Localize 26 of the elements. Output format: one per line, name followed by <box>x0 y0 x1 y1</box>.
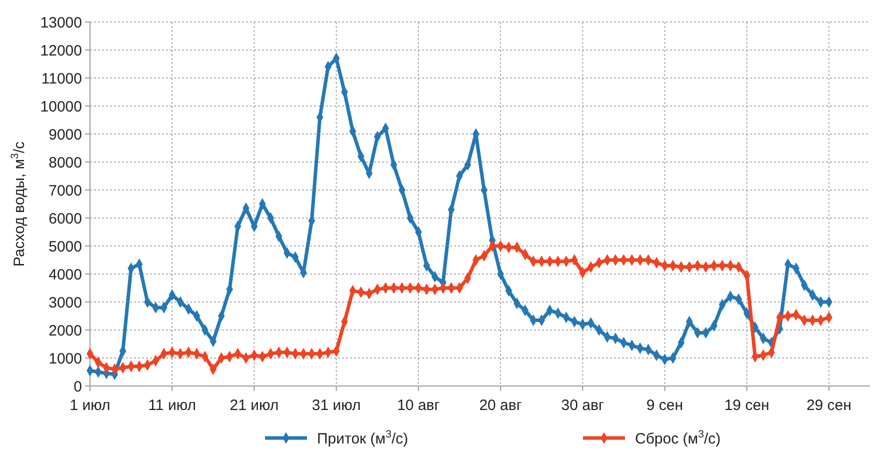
legend-label: Приток (м$^{3}$/с) <box>317 428 408 448</box>
x-tick-label: 30 авг <box>561 397 604 414</box>
y-tick-label: 11000 <box>41 70 82 88</box>
y-tick-label: 7000 <box>48 182 82 200</box>
y-tick-label: 10000 <box>40 98 82 116</box>
x-tick-label: 19 сен <box>724 397 770 414</box>
x-tick-label: 29 сен <box>806 397 852 414</box>
y-tick-label: 1000 <box>48 350 82 368</box>
legend-label: Сброс (м$^{3}$/с) <box>635 428 721 448</box>
y-tick-label: 2000 <box>48 322 82 340</box>
x-tick-label: 21 июл <box>230 397 279 414</box>
x-tick-label: 10 авг <box>397 397 440 414</box>
y-tick-label: 13000 <box>40 14 82 32</box>
x-tick-label: 20 авг <box>479 397 522 414</box>
x-tick-label: 9 сен <box>646 397 684 414</box>
y-tick-label: 5000 <box>48 238 82 256</box>
x-tick-label: 11 июл <box>148 397 196 414</box>
y-tick-label: 9000 <box>48 126 82 144</box>
y-tick-label: 3000 <box>48 294 82 312</box>
y-tick-label: 6000 <box>48 210 82 228</box>
x-tick-label: 1 июл <box>70 397 110 414</box>
x-tick-label: 31 июл <box>312 397 361 414</box>
y-tick-label: 8000 <box>48 154 82 172</box>
y-tick-label: 12000 <box>40 42 82 60</box>
y-tick-label: 4000 <box>48 266 82 284</box>
y-tick-label: 0 <box>74 378 82 396</box>
